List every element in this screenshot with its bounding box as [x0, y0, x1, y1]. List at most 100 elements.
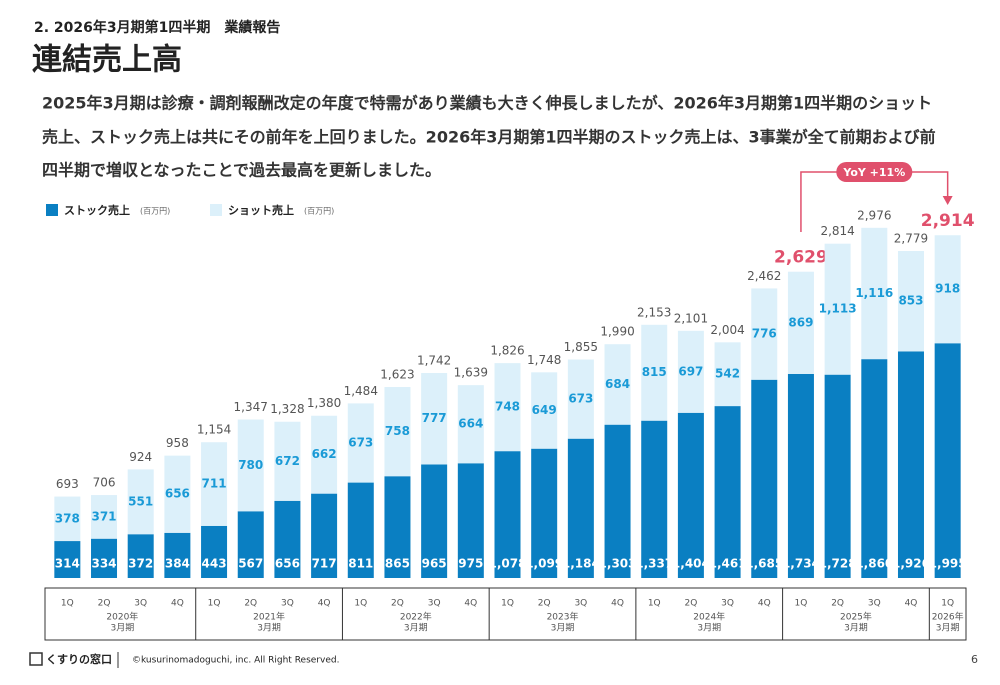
total-label: 1,742 [417, 354, 451, 368]
page-number: 6 [971, 653, 978, 666]
x-tick-label: 3Q [574, 599, 587, 609]
total-label: 2,153 [637, 305, 671, 319]
total-label: 1,484 [344, 384, 378, 398]
x-tick-label: 4Q [905, 599, 918, 609]
segment-label: 372 [128, 557, 153, 571]
segment-label: 684 [605, 377, 630, 391]
total-label: 2,004 [710, 323, 744, 337]
bar-segment [384, 387, 411, 477]
bar-segment [54, 541, 81, 578]
bar-segment [54, 496, 81, 542]
total-label: 1,826 [490, 344, 524, 358]
paragraph: 2025年3月期は診療・調剤報酬改定の年度で特需があり業績も大きく伸長しましたが… [42, 94, 932, 113]
bar-segment [861, 227, 888, 360]
group-label: 3月期 [257, 623, 281, 634]
segment-label: 780 [238, 458, 263, 472]
x-tick-label: 4Q [464, 599, 477, 609]
bar-segment [531, 448, 558, 578]
bar-segment [677, 330, 704, 413]
total-label: 1,347 [234, 400, 268, 414]
segment-label: 869 [788, 315, 813, 329]
x-tick-label: 3Q [281, 599, 294, 609]
group-label: 3月期 [697, 623, 721, 634]
x-tick-label: 1Q [501, 599, 514, 609]
x-tick-label: 1Q [61, 599, 74, 609]
total-label: 2,629 [774, 248, 828, 268]
segment-label: 664 [458, 417, 483, 431]
group-label: 2022年 [400, 611, 432, 623]
x-tick-label: 2Q [831, 599, 844, 609]
x-tick-label: 3Q [721, 599, 734, 609]
bar-segment [897, 251, 924, 352]
group-label: 3月期 [551, 623, 575, 634]
bar-segment [824, 243, 851, 375]
group-label: 2020年 [106, 611, 138, 623]
x-tick-label: 1Q [354, 599, 367, 609]
segment-label: 815 [642, 365, 667, 379]
segment-label: 777 [422, 411, 447, 425]
segment-label: 1,995 [929, 557, 967, 571]
x-tick-label: 2Q [244, 599, 257, 609]
segment-label: 378 [55, 511, 80, 525]
bar-segment [127, 534, 154, 578]
total-label: 958 [166, 436, 189, 450]
bar-segment [347, 482, 374, 578]
total-label: 2,101 [674, 311, 708, 325]
segment-label: 656 [165, 487, 190, 501]
x-tick-label: 3Q [428, 599, 441, 609]
segment-label: 649 [532, 403, 557, 417]
total-label: 1,748 [527, 353, 561, 367]
bar-segment [91, 538, 118, 578]
total-label: 1,328 [270, 402, 304, 416]
bar-segment [861, 359, 888, 578]
x-tick-label: 1Q [208, 599, 221, 609]
segment-label: 918 [935, 282, 960, 296]
segment-label: 371 [91, 509, 116, 523]
segment-label: 975 [458, 557, 483, 571]
segment-label: 1,184 [562, 557, 600, 571]
segment-label: 334 [91, 557, 116, 571]
segment-label: 656 [275, 557, 300, 571]
segment-label: 567 [238, 557, 263, 571]
segment-label: 551 [128, 494, 153, 508]
total-label: 1,990 [600, 325, 634, 339]
group-label: 3月期 [110, 623, 134, 634]
bar-segment [237, 419, 264, 512]
legend-swatch [46, 204, 58, 216]
segment-label: 711 [202, 477, 227, 491]
bar-segment [164, 455, 191, 533]
segment-label: 1,116 [855, 286, 893, 300]
logo-icon [29, 652, 43, 666]
segment-label: 662 [312, 447, 337, 461]
segment-label: 1,404 [672, 557, 710, 571]
segment-label: 717 [312, 557, 337, 571]
bar-segment [384, 476, 411, 578]
group-label: 2024年 [693, 611, 725, 623]
segment-label: 1,303 [599, 557, 637, 571]
bar-segment [347, 403, 374, 483]
group-label: 2023年 [547, 611, 579, 623]
legend-unit: (百万円) [304, 207, 334, 216]
total-label: 2,779 [894, 232, 928, 246]
bar-segment [714, 406, 741, 578]
bar-segment [641, 324, 668, 421]
segment-label: 865 [385, 557, 410, 571]
group-label: 2026年 [932, 611, 964, 623]
bar-segment [567, 438, 594, 578]
bar-segment [751, 379, 778, 578]
legend-label: ストック売上 [64, 203, 130, 217]
x-tick-label: 1Q [795, 599, 808, 609]
x-tick-label: 4Q [171, 599, 184, 609]
segment-label: 853 [898, 294, 923, 308]
logo: くすりの窓口 [46, 652, 112, 666]
copyright: ©kusurinomadoguchi, inc. All Right Reser… [132, 656, 339, 666]
group-label: 3月期 [844, 623, 868, 634]
bar-segment [311, 415, 338, 494]
bar-segment [641, 420, 668, 578]
bar-segment [934, 235, 961, 344]
bar-segment [604, 344, 631, 425]
total-label: 2,914 [921, 211, 975, 231]
paragraph: 売上、ストック売上は共にその前年を上回りました。2026年3月期第1四半期のスト… [42, 128, 936, 147]
segment-label: 314 [55, 557, 80, 571]
total-label: 924 [129, 450, 152, 464]
